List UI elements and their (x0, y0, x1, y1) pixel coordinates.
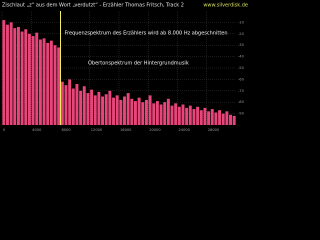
bar (170, 105, 174, 125)
x-tick-label: 12000 (91, 128, 103, 132)
bar (141, 102, 145, 125)
bar (6, 24, 9, 125)
bar (75, 83, 79, 125)
bar (133, 101, 137, 125)
annotation: Frequenzspektrum des Erzählers wird ab 8… (65, 31, 228, 37)
bar (166, 98, 170, 125)
bar (214, 112, 218, 125)
bar (130, 98, 134, 125)
bar (104, 94, 108, 125)
bar (185, 107, 189, 125)
bar (53, 45, 57, 126)
source: www.silverdisk.de (203, 3, 248, 9)
bar (35, 32, 39, 125)
bar (159, 104, 163, 125)
x-tick-label: 4000 (32, 128, 42, 132)
y-tick-label: -80 (238, 100, 245, 104)
x-tick-label: 8000 (62, 128, 72, 132)
x-tick-label: 28000 (208, 128, 220, 132)
bar (24, 29, 28, 126)
bar (20, 31, 24, 125)
y-tick-label: -30 (238, 43, 245, 47)
bar (126, 93, 130, 125)
bar (57, 47, 61, 126)
y-tick-label: -10 (238, 20, 245, 24)
bar (2, 20, 6, 125)
bar (155, 101, 159, 125)
y-tick-label: -90 (238, 112, 245, 116)
chart-title: Zischlaut „z“ aus dem Wort „verdutzt“ - … (2, 3, 184, 9)
bar (49, 40, 53, 125)
bar (137, 97, 141, 125)
bar (199, 110, 203, 125)
bar (225, 111, 229, 125)
bar (90, 89, 94, 125)
y-tick-label: -70 (238, 89, 245, 93)
annotation: Obertonspektrum der Hintergrundmusik (88, 61, 189, 67)
bar (152, 103, 156, 125)
bar (79, 90, 83, 125)
bar (86, 93, 90, 125)
bar (13, 28, 17, 126)
bar (46, 42, 50, 125)
bar (38, 39, 42, 125)
bar (119, 99, 123, 125)
bar (218, 110, 222, 125)
bar (31, 36, 35, 125)
y-tick-label: -60 (238, 77, 245, 81)
bar (16, 26, 20, 125)
bar (101, 96, 105, 125)
x-tick-label: 16000 (120, 128, 132, 132)
bar (64, 85, 68, 125)
bar (123, 96, 126, 125)
bar (60, 81, 64, 125)
bar (115, 95, 119, 125)
bar (42, 38, 46, 125)
bar (112, 97, 115, 125)
bar (207, 111, 211, 125)
bar (181, 104, 185, 125)
bar (144, 99, 148, 125)
x-tick-label: 20000 (149, 128, 161, 132)
x-tick-label: 0 (3, 128, 6, 132)
bar (163, 102, 167, 125)
bar (221, 113, 225, 125)
bar (9, 22, 13, 125)
bar (148, 95, 152, 125)
bar (188, 105, 192, 125)
bar (68, 79, 72, 125)
bar (177, 106, 181, 125)
bar (203, 107, 207, 125)
bar (229, 114, 232, 125)
bar (27, 33, 31, 125)
bar (82, 86, 86, 125)
bar (196, 106, 200, 125)
y-tick-label: -20 (238, 32, 245, 36)
bar (232, 115, 236, 125)
bar (97, 91, 101, 125)
bar (93, 95, 97, 125)
y-tick-label: -50 (238, 66, 245, 70)
x-tick-label: 24000 (179, 128, 191, 132)
bar (71, 88, 75, 125)
chart: Zischlaut „z“ aus dem Wort „verdutzt“ - … (0, 0, 250, 135)
bar (210, 109, 214, 125)
bar (174, 103, 178, 125)
y-tick-label: -40 (238, 55, 245, 59)
bar (192, 109, 196, 125)
bar (108, 90, 112, 125)
